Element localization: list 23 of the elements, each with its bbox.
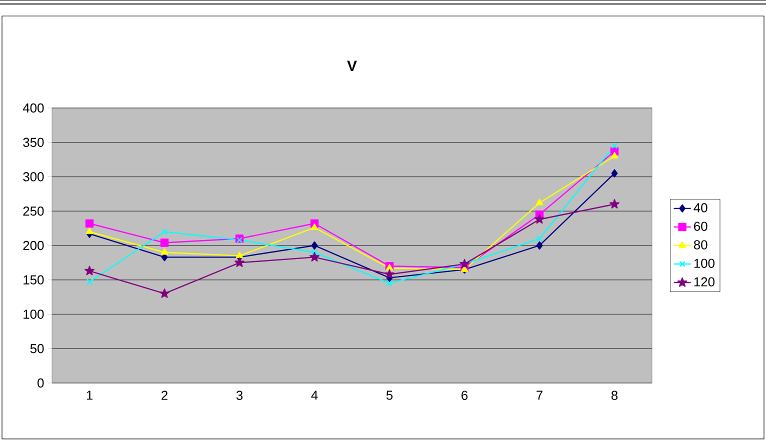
x-tick-label: 6: [462, 390, 468, 400]
y-tick-label: 150: [24, 275, 44, 284]
x-tick-label: 1: [86, 390, 92, 400]
x-tick-label: 5: [386, 390, 393, 400]
y-tick-label: 0: [38, 378, 44, 388]
legend-label: 120: [694, 277, 714, 286]
chart-title: V: [347, 60, 357, 71]
legend-label: 100: [694, 258, 714, 268]
y-tick-label: 100: [24, 310, 44, 319]
y-tick-label: 400: [22, 103, 44, 113]
y-tick-label: 200: [23, 240, 44, 250]
legend-label: 60: [694, 222, 708, 231]
x-tick-label: 2: [162, 390, 168, 400]
y-tick-label: 250: [23, 206, 44, 216]
x-tick-label: 3: [236, 390, 243, 400]
legend-label: 40: [694, 203, 708, 212]
y-tick-label: 50: [30, 344, 44, 354]
y-tick-label: 300: [23, 172, 44, 182]
legend-label: 80: [694, 240, 708, 250]
x-tick-label: 8: [611, 390, 618, 400]
x-tick-label: 7: [536, 390, 542, 400]
y-tick-label: 350: [23, 138, 44, 147]
x-tick-label: 4: [311, 390, 318, 400]
